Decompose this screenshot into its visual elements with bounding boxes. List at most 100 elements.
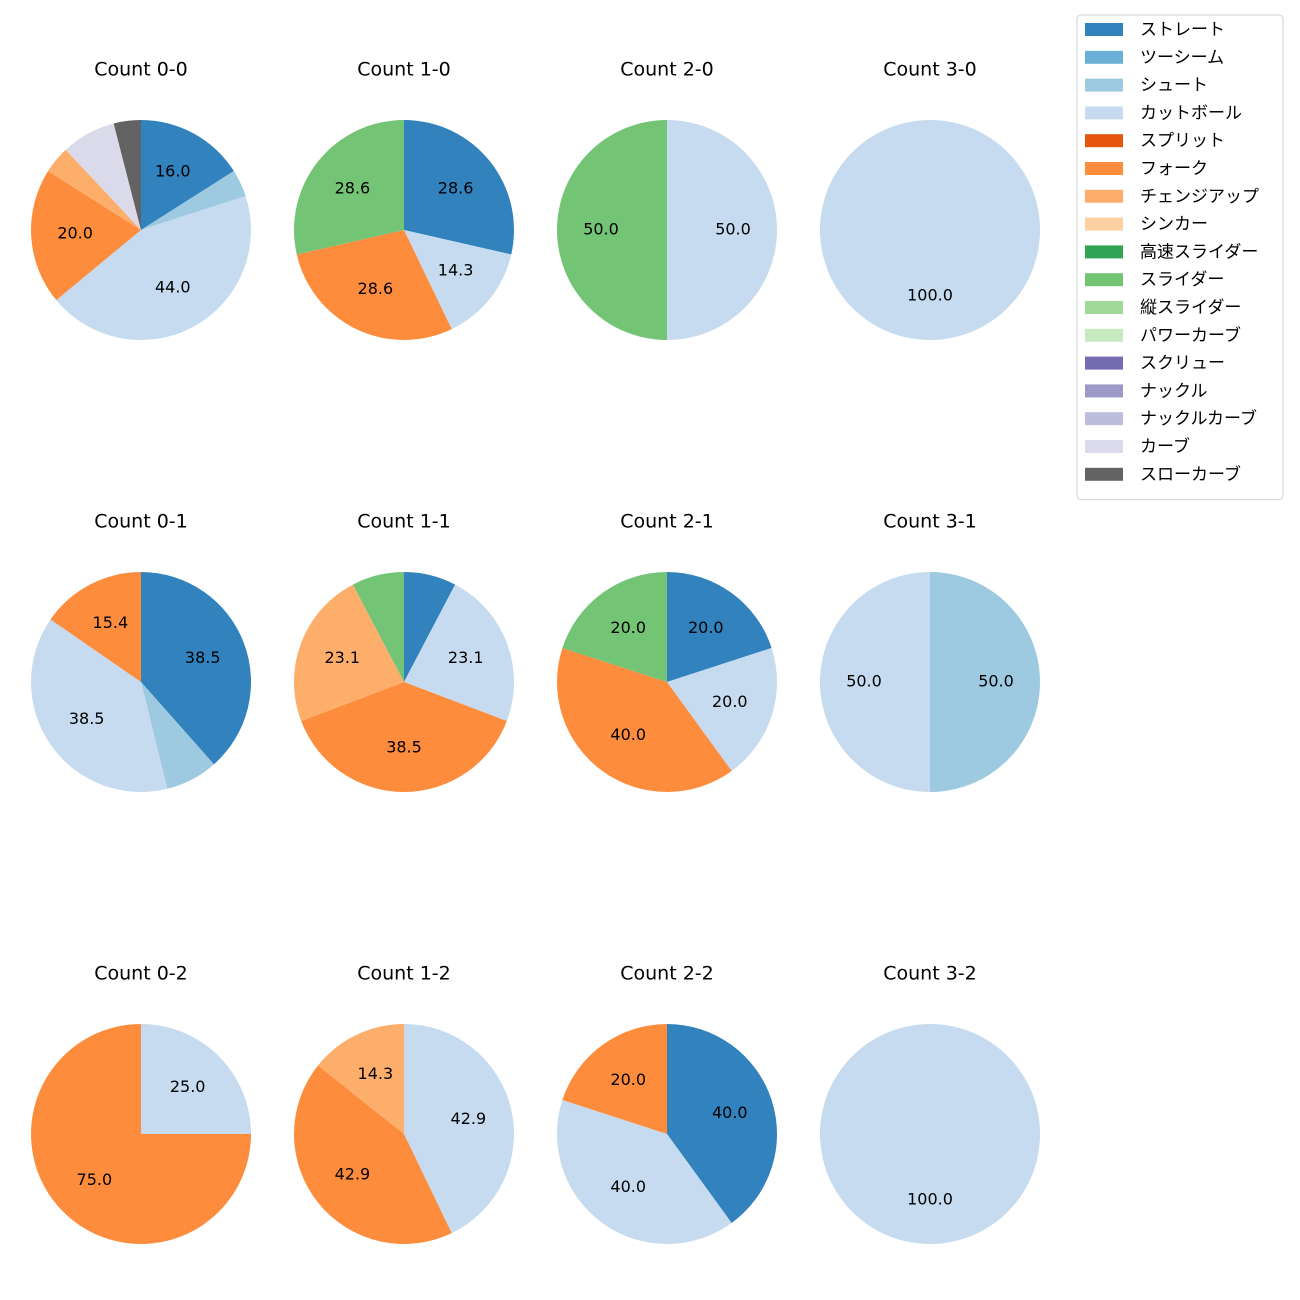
slice-label: 40.0 [712, 1103, 748, 1122]
slice-label: 14.3 [438, 261, 474, 280]
pie-slice-count-1-0-1 [404, 230, 512, 330]
pie-slice-count-3-1-0 [930, 572, 1040, 792]
pie-count-2-0: Count 2-0 50.0 50.0 [557, 59, 777, 340]
slice-label: 23.1 [324, 648, 360, 667]
slice-label: 40.0 [610, 725, 646, 744]
slice-label: 20.0 [688, 618, 724, 637]
pie-count-1-2: Count 1-2 42.9 42.9 14.3 [294, 963, 515, 1245]
pie-slice-count-0-0-0 [141, 120, 234, 230]
pie-title: Count 1-1 [357, 511, 451, 533]
pie-slice-count-1-0-2 [296, 230, 452, 341]
slice-label: 14.3 [358, 1064, 394, 1083]
legend-label: カットボール [1140, 103, 1242, 123]
legend-swatch [1085, 23, 1123, 36]
slice-label: 38.5 [386, 738, 422, 757]
slice-label: 20.0 [712, 692, 748, 711]
legend-swatch [1085, 78, 1123, 92]
pie-slice-count-2-1-0 [667, 572, 772, 682]
legend-swatch [1085, 162, 1123, 175]
legend-label: スローカーブ [1140, 464, 1241, 485]
pie-slice-count-2-2-1 [556, 1100, 732, 1245]
pie-title: Count 2-1 [620, 511, 714, 533]
slice-label: 75.0 [77, 1170, 113, 1189]
legend-swatch [1085, 384, 1123, 398]
pie-slice-count-0-1-0 [141, 572, 252, 765]
slice-label: 23.1 [448, 648, 484, 667]
pie-slice-count-2-1-2 [556, 648, 732, 793]
legend-swatch [1085, 467, 1123, 481]
pie-count-0-2: Count 0-2 25.0 75.0 [31, 963, 251, 1244]
pie-slice-count-1-1-1 [404, 584, 514, 722]
slice-label: 15.4 [93, 613, 129, 632]
pie-title: Count 0-0 [94, 59, 188, 81]
pie-slice-count-2-2-0 [667, 1024, 778, 1223]
pie-title: Count 1-2 [357, 963, 451, 985]
slice-label: 38.5 [69, 709, 105, 728]
pie-slice-count-3-0-0 [820, 120, 1040, 340]
legend-swatch [1085, 356, 1123, 370]
pie-slice-count-0-0-2 [56, 196, 252, 341]
slice-label: 16.0 [155, 162, 191, 181]
legend-label: ナックルカーブ [1140, 408, 1257, 429]
pie-slice-count-2-0-1 [557, 120, 667, 340]
pie-slice-count-0-1-3 [50, 572, 141, 682]
legend-swatch [1085, 328, 1123, 342]
slice-label: 50.0 [583, 220, 619, 239]
slice-label: 42.9 [451, 1109, 487, 1128]
legend-label: スクリュー [1140, 354, 1225, 374]
pie-slice-count-0-2-1 [31, 1024, 251, 1244]
pie-slice-count-1-1-2 [301, 682, 507, 792]
pie-title: Count 2-2 [620, 963, 714, 985]
pie-slice-count-1-2-2 [318, 1024, 404, 1134]
legend: ストレートツーシームシュートカットボールスプリットフォークチェンジアップシンカー… [1076, 14, 1284, 501]
legend-swatch [1085, 217, 1123, 231]
pie-count-2-2: Count 2-2 40.0 40.0 20.0 [556, 963, 778, 1245]
pie-slice-count-1-2-1 [294, 1065, 452, 1245]
pie-slice-count-0-0-5 [65, 123, 141, 230]
legend-label: パワーカーブ [1140, 325, 1241, 346]
legend-swatch [1085, 273, 1123, 287]
legend-swatch [1085, 50, 1123, 64]
pie-slice-count-1-0-0 [404, 120, 514, 255]
pie-title: Count 2-0 [620, 59, 714, 81]
pie-slice-count-3-1-1 [820, 572, 930, 792]
legend-swatch [1085, 301, 1123, 314]
legend-label: 高速スライダー [1140, 242, 1258, 262]
pie-title: Count 0-1 [94, 511, 188, 533]
pie-count-1-1: Count 1-1 23.1 38.5 23.1 [294, 511, 514, 792]
slice-label: 42.9 [335, 1165, 371, 1184]
slice-label: 20.0 [57, 224, 93, 243]
pie-slice-count-0-0-3 [30, 171, 141, 301]
legend-frame [1076, 14, 1284, 501]
legend-swatch [1085, 134, 1123, 148]
legend-label: シンカー [1140, 215, 1208, 235]
legend-swatch [1085, 412, 1123, 426]
slice-label: 38.5 [185, 648, 221, 667]
slice-label: 25.0 [170, 1077, 206, 1096]
pie-slice-count-2-1-1 [667, 648, 778, 771]
pie-slice-count-0-1-2 [30, 619, 168, 792]
pie-slice-count-3-2-0 [820, 1024, 1040, 1244]
slice-label: 50.0 [978, 672, 1014, 691]
legend-label: 縦スライダー [1140, 298, 1241, 318]
pie-title: Count 3-0 [883, 59, 977, 81]
slice-label: 20.0 [610, 1070, 646, 1089]
pies-group: Count 0-0 16.0 44.0 20.0 Count 1-0 28.6 14.3 28… [30, 59, 1040, 1245]
pie-slice-count-0-0-1 [141, 171, 246, 230]
slice-label: 50.0 [715, 220, 751, 239]
pie-slice-count-2-1-3 [562, 572, 667, 682]
slice-label: 50.0 [846, 672, 882, 691]
pie-count-0-0: Count 0-0 16.0 44.0 20.0 [30, 59, 252, 341]
slice-label: 28.6 [358, 279, 394, 298]
pie-slice-count-2-2-2 [562, 1024, 667, 1134]
legend-label: ナックル [1140, 381, 1208, 401]
legend-label: シュート [1140, 76, 1208, 96]
pie-title: Count 3-2 [883, 963, 977, 985]
slice-label: 100.0 [907, 286, 953, 305]
legend-label: カーブ [1140, 436, 1190, 457]
legend-label: ツーシーム [1140, 48, 1224, 68]
pie-slice-count-1-2-0 [404, 1024, 515, 1234]
slice-label: 100.0 [907, 1190, 953, 1209]
pie-slice-count-1-1-4 [352, 572, 404, 682]
